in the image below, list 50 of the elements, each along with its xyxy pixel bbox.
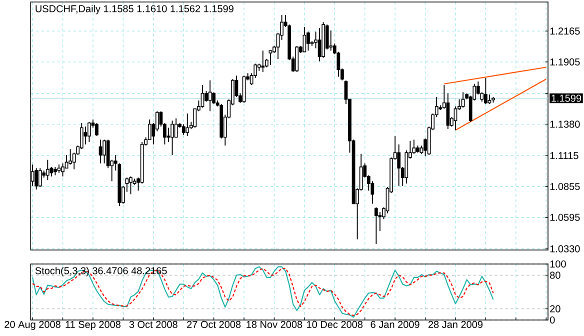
candlestick: [50, 166, 54, 177]
x-tick-label: 28 Jan 2009: [428, 320, 483, 328]
candlestick: [186, 113, 190, 137]
candlestick: [68, 148, 72, 166]
x-tick-label: 27 Oct 2008: [187, 320, 241, 328]
candlestick: [295, 45, 299, 72]
candlestick: [412, 139, 416, 154]
x-tick-label: 20 Aug 2008: [4, 320, 60, 330]
y-tick-label: 20: [550, 305, 560, 312]
y-tick-label: 1.0595: [550, 214, 580, 221]
candlestick: [84, 126, 88, 145]
candlestick: [34, 168, 38, 190]
candlestick: [95, 122, 98, 137]
y-tick-label: 1.1380: [550, 120, 580, 128]
candlestick: [378, 212, 382, 232]
candlestick: [166, 127, 170, 142]
y-tick-label: 1.0855: [550, 182, 580, 190]
candlestick: [488, 94, 492, 105]
candlestick: [261, 50, 265, 72]
candlestick: [38, 168, 42, 188]
candlestick: [46, 159, 50, 180]
candlestick: [129, 176, 132, 195]
y-tick-label: 1.1905: [550, 58, 580, 66]
candlestick: [306, 31, 310, 52]
candlestick: [461, 92, 465, 108]
candlestick: [318, 28, 322, 62]
y-tick-label: 100: [550, 260, 566, 268]
y-tick-label: 0: [550, 316, 555, 324]
candlestick: [208, 80, 212, 112]
y-tick-label: 1.0330: [550, 245, 580, 252]
candlestick: [446, 92, 450, 130]
candlestick: [484, 77, 488, 105]
candlestick: [200, 84, 204, 108]
x-tick-label: 6 Jan 2009: [370, 320, 420, 328]
candlestick: [374, 206, 378, 245]
y-tick-label: 1.1115: [550, 152, 578, 160]
x-tick-label: 10 Dec 2008: [307, 320, 363, 328]
candlestick: [61, 162, 64, 177]
y-tick-label: 80: [550, 272, 560, 279]
candlestick: [268, 50, 272, 66]
candlestick: [102, 139, 106, 164]
candlestick: [88, 121, 91, 142]
x-tick-label: 3 Oct 2008: [129, 320, 178, 328]
x-tick-label: 11 Sep 2008: [66, 320, 121, 330]
ref-line-label: 1.1599: [552, 94, 582, 102]
candlestick: [170, 120, 174, 156]
chart-title: USDCHF,Daily 1.1585 1.1610 1.1562 1.1599: [36, 4, 234, 14]
y-tick-label: 1.2165: [550, 28, 580, 35]
candlestick: [98, 139, 102, 164]
x-tick-label: 18 Nov 2008: [246, 320, 302, 328]
